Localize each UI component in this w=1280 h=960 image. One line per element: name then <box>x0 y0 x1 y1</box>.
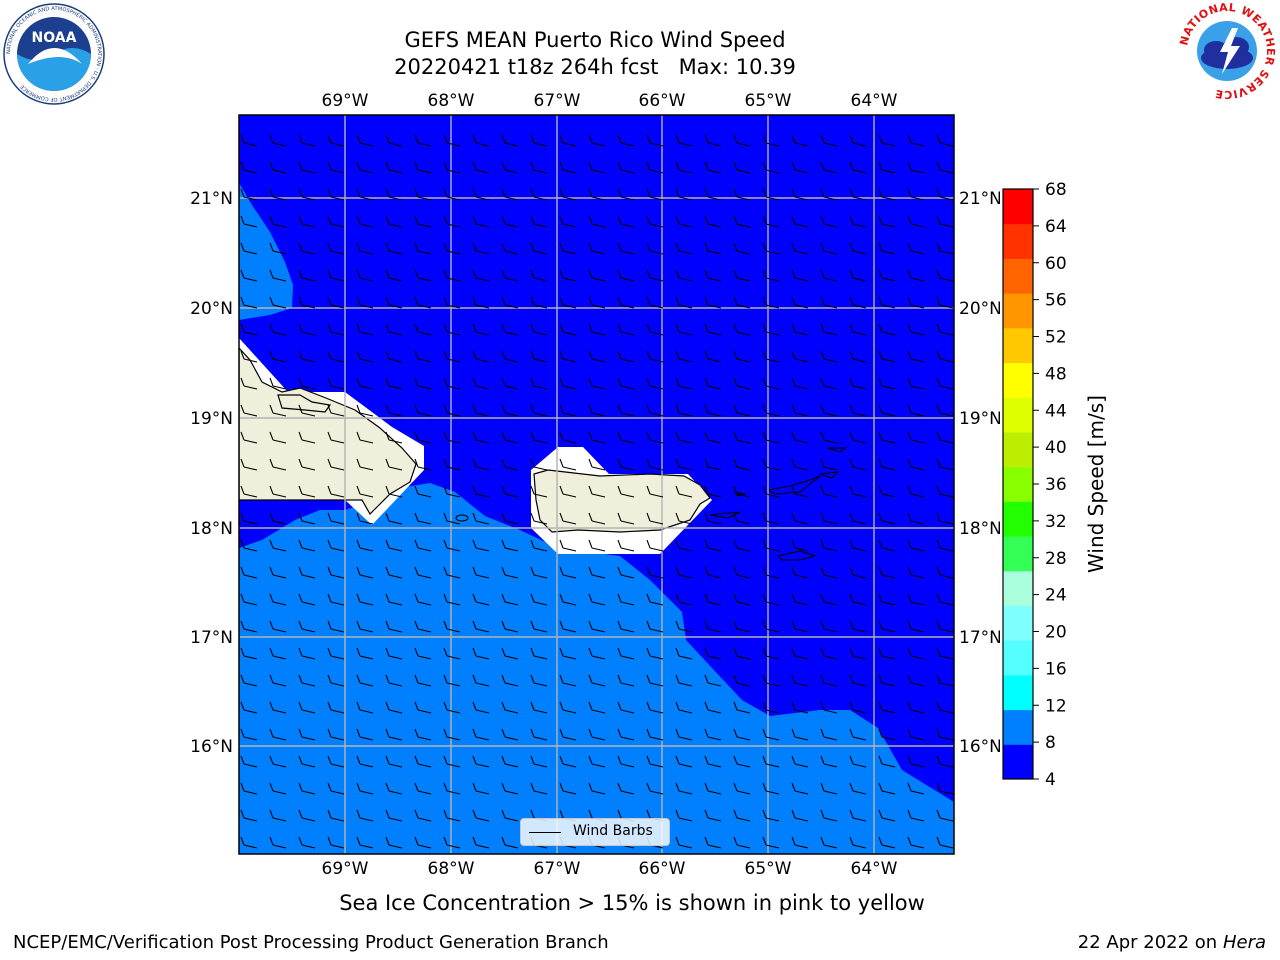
colorbar-cell <box>1003 431 1033 468</box>
colorbar-tick-label: 40 <box>1045 438 1067 458</box>
lon-label-bottom: 67°W <box>534 859 581 879</box>
colorbar-tick-label: 32 <box>1045 512 1067 532</box>
colorbar-cell <box>1003 501 1033 537</box>
colorbar-cell <box>1003 397 1033 433</box>
lon-label-top: 64°W <box>851 91 898 111</box>
legend-label: Wind Barbs <box>573 823 653 839</box>
colorbar-cell <box>1003 536 1033 572</box>
lat-label-right: 18°N <box>959 519 1000 539</box>
colorbar-tick-label: 4 <box>1045 770 1056 790</box>
wind-speed-field-mid-south <box>239 483 954 854</box>
lon-label-top: 68°W <box>428 91 475 111</box>
lat-label-right: 21°N <box>959 189 1000 209</box>
footer-date-text: 22 Apr 2022 on <box>1077 932 1223 953</box>
wind-speed-field-mid-northwest <box>239 183 293 320</box>
map-title: GEFS MEAN Puerto Rico Wind Speed <box>404 28 786 52</box>
colorbar-tick-label: 8 <box>1045 733 1056 753</box>
lon-label-top: 69°W <box>322 91 369 111</box>
lat-label-left: 21°N <box>190 189 233 209</box>
lon-label-bottom: 65°W <box>745 859 792 879</box>
colorbar-tick-label: 28 <box>1045 549 1067 569</box>
lat-label-left: 20°N <box>190 299 233 319</box>
colorbar-tick-label: 48 <box>1045 364 1067 384</box>
lon-label-top: 67°W <box>534 91 581 111</box>
footer-host: Hera <box>1222 932 1266 953</box>
lon-label-bottom: 64°W <box>851 859 898 879</box>
colorbar-cell <box>1003 293 1033 329</box>
lon-label-top: 65°W <box>745 91 792 111</box>
colorbar-tick-label: 60 <box>1045 254 1067 274</box>
colorbar-tick-label: 24 <box>1045 586 1067 606</box>
lon-label-bottom: 66°W <box>639 859 686 879</box>
colorbar-tick-label: 36 <box>1045 475 1067 495</box>
colorbar-cell <box>1003 605 1033 641</box>
sea-ice-note-text: Sea Ice Concentration > 15% is shown in … <box>339 891 925 915</box>
lon-label-bottom: 69°W <box>322 859 369 879</box>
colorbar-tick-label: 56 <box>1045 291 1067 311</box>
colorbar-tick-label: 68 <box>1045 180 1067 200</box>
colorbar-cell <box>1003 466 1033 502</box>
lon-label-bottom: 68°W <box>428 859 475 879</box>
colorbar-cell <box>1003 674 1033 711</box>
lon-label-top: 66°W <box>639 91 686 111</box>
colorbar-cell <box>1003 223 1033 259</box>
colorbar-cell <box>1003 362 1033 398</box>
colorbar-cell <box>1003 744 1033 780</box>
colorbar-cell <box>1003 570 1033 606</box>
colorbar-tick-label: 52 <box>1045 328 1067 348</box>
lat-label-right: 17°N <box>959 628 1000 648</box>
lat-label-right: 19°N <box>959 409 1000 429</box>
lat-label-left: 18°N <box>190 519 233 539</box>
colorbar-tick-label: 64 <box>1045 217 1067 237</box>
footer-branch: NCEP/EMC/Verification Post Processing Pr… <box>13 932 609 953</box>
lat-label-right: 16°N <box>959 737 1000 757</box>
colorbar-tick-label: 12 <box>1045 696 1067 716</box>
lat-label-left: 16°N <box>190 737 233 757</box>
wind-barb-legend-swatch <box>529 832 561 833</box>
lat-label-right: 20°N <box>959 299 1000 319</box>
colorbar-cells <box>1003 189 1033 780</box>
colorbar-cell <box>1003 327 1033 364</box>
map-legend: Wind Barbs <box>520 818 670 846</box>
sea-ice-note: Sea Ice Concentration > 15% is shown in … <box>0 891 1272 915</box>
lat-label-left: 17°N <box>190 628 233 648</box>
map-subtitle-run: 20220421 t18z 264h fcst Max: 10.39 <box>394 55 796 79</box>
map-frame <box>238 114 955 855</box>
colorbar-tick-label: 44 <box>1045 401 1067 421</box>
graticule <box>239 115 954 854</box>
noaa-logo: NATIONAL OCEANIC AND ATMOSPHERIC ADMINIS… <box>3 3 105 105</box>
lat-label-left: 19°N <box>190 409 233 429</box>
colorbar-tick-label: 20 <box>1045 623 1067 643</box>
map: 69°W 68°W 67°W 66°W 65°W 64°W 69°W 68°W … <box>190 91 1000 879</box>
colorbar-label: Wind Speed [m/s] <box>1084 395 1108 573</box>
colorbar-cell <box>1003 709 1033 745</box>
footer-date: 22 Apr 2022 on Hera <box>1078 932 1266 953</box>
colorbar-cell <box>1003 258 1033 294</box>
colorbar-cell <box>1003 640 1033 676</box>
nws-logo: NATIONAL WEATHER SERVICE <box>1177 1 1276 101</box>
colorbar-tick-label: 16 <box>1045 659 1067 679</box>
noaa-logo-text: NOAA <box>32 30 77 46</box>
colorbar-cell <box>1003 189 1033 225</box>
